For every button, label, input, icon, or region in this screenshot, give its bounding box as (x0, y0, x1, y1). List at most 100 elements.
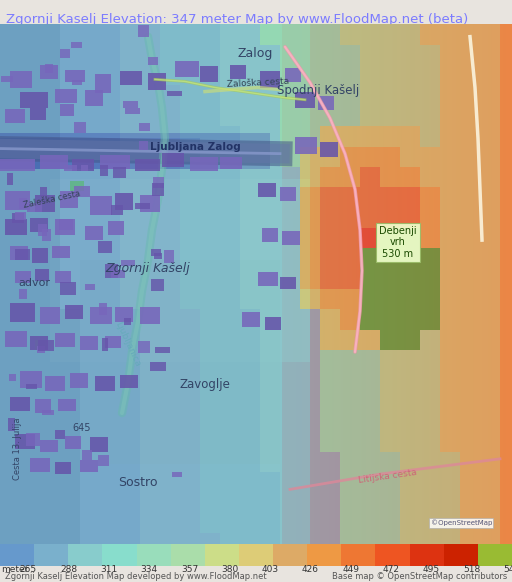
Bar (460, 329, 480, 350)
Bar (74, 122, 86, 133)
Bar (160, 269, 180, 289)
Bar (0, 147, 20, 167)
Bar (60, 282, 76, 295)
Text: Spodnji Kašelj: Spodnji Kašelj (277, 84, 359, 97)
Bar (20, 24, 40, 45)
Bar (60, 431, 80, 452)
Bar (20, 370, 40, 391)
Bar (460, 411, 480, 431)
Bar (120, 126, 140, 147)
Bar (40, 167, 60, 187)
Bar (260, 126, 280, 147)
Bar (180, 289, 200, 309)
Bar (220, 249, 240, 269)
Bar (34, 544, 68, 566)
Bar (480, 228, 500, 249)
Bar (200, 513, 220, 533)
Bar (260, 71, 280, 87)
Bar (500, 45, 512, 65)
Bar (480, 249, 500, 269)
Bar (160, 289, 180, 309)
Bar (180, 269, 200, 289)
Bar (380, 411, 400, 431)
Bar (240, 126, 260, 147)
Bar (20, 309, 40, 329)
Bar (320, 65, 340, 86)
Bar (80, 269, 100, 289)
Bar (440, 472, 460, 492)
Bar (200, 329, 220, 350)
Bar (100, 289, 120, 309)
Bar (260, 452, 280, 472)
Bar (300, 329, 320, 350)
Bar (162, 152, 184, 167)
Bar (140, 249, 160, 269)
Bar (139, 123, 150, 130)
Bar (120, 249, 140, 269)
Bar (280, 492, 300, 513)
Bar (380, 370, 400, 391)
Bar (160, 187, 180, 208)
Bar (120, 71, 142, 86)
Bar (500, 269, 512, 289)
Bar (460, 147, 480, 167)
Bar (80, 411, 100, 431)
Bar (280, 24, 300, 45)
Bar (12, 212, 24, 223)
Text: Cesta 13. Julija: Cesta 13. Julija (13, 417, 23, 480)
Bar (0, 65, 20, 86)
Bar (100, 65, 120, 86)
Bar (300, 147, 320, 167)
Bar (320, 187, 340, 208)
Bar (360, 126, 380, 147)
Bar (400, 329, 420, 350)
Bar (160, 513, 180, 533)
Bar (100, 86, 120, 106)
Bar (320, 329, 340, 350)
Bar (20, 371, 42, 388)
Bar (140, 533, 160, 553)
Bar (400, 208, 420, 228)
Bar (260, 391, 280, 411)
Bar (360, 269, 380, 289)
Bar (440, 24, 460, 45)
Bar (100, 167, 120, 187)
Bar (360, 45, 380, 65)
Bar (140, 65, 160, 86)
Bar (200, 533, 220, 553)
Text: 288: 288 (60, 565, 77, 574)
Bar (460, 208, 480, 228)
Bar (138, 341, 150, 353)
Text: Ljubljanica: Ljubljanica (114, 320, 142, 368)
Bar (460, 452, 480, 472)
Bar (460, 126, 480, 147)
Bar (320, 167, 340, 187)
Bar (380, 269, 400, 289)
Bar (100, 208, 120, 228)
Bar (20, 86, 40, 106)
Bar (460, 289, 480, 309)
Bar (170, 544, 205, 566)
Bar (440, 492, 460, 513)
Bar (320, 391, 340, 411)
Bar (440, 452, 460, 472)
Bar (340, 492, 360, 513)
Bar (60, 411, 80, 431)
Bar (120, 289, 140, 309)
Bar (55, 430, 65, 439)
Bar (500, 329, 512, 350)
Bar (280, 45, 300, 65)
Bar (240, 350, 260, 370)
Bar (52, 246, 70, 258)
Bar (120, 329, 140, 350)
Bar (220, 126, 240, 147)
Bar (400, 86, 420, 106)
Bar (160, 167, 180, 187)
Bar (320, 208, 340, 228)
Bar (200, 350, 220, 370)
Bar (280, 391, 300, 411)
Bar (480, 411, 500, 431)
Bar (42, 229, 52, 240)
Bar (240, 329, 260, 350)
Bar (55, 271, 71, 283)
